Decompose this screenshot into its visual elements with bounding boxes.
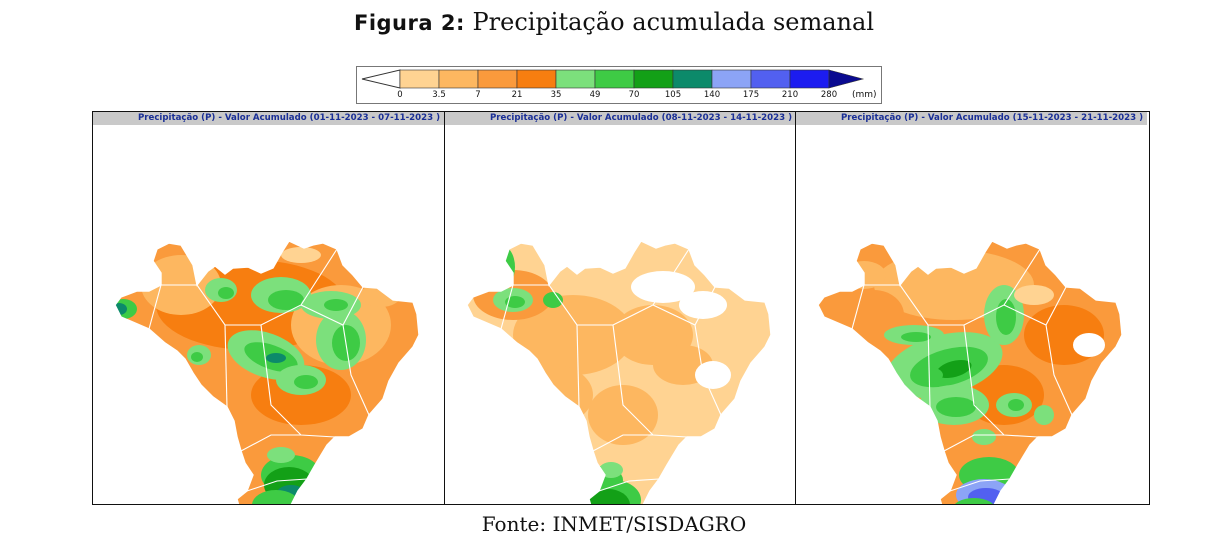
precipitation-patch bbox=[266, 353, 286, 363]
legend-tick-label: 21 bbox=[512, 90, 523, 100]
precipitation-patch bbox=[599, 462, 623, 478]
legend-tick-label: 105 bbox=[665, 90, 681, 100]
legend-swatch bbox=[438, 69, 479, 89]
legend-unit: (mm) bbox=[852, 90, 877, 100]
brazil-precipitation-map bbox=[114, 240, 420, 504]
map-panel-week-3: Precipitação (P) - Valor Acumulado (15-1… bbox=[795, 112, 1147, 504]
state-border bbox=[598, 478, 660, 492]
legend-tick-label: 0 bbox=[397, 90, 402, 100]
state-border bbox=[500, 284, 514, 330]
state-border bbox=[1045, 324, 1073, 416]
legend-swatch bbox=[672, 69, 713, 89]
state-border bbox=[576, 324, 580, 408]
legend-tick-label: 49 bbox=[590, 90, 601, 100]
state-border bbox=[224, 324, 228, 408]
country-outline bbox=[466, 240, 772, 504]
state-border bbox=[342, 324, 370, 416]
state-border bbox=[851, 284, 865, 330]
legend-upper-arrow bbox=[828, 69, 865, 89]
state-border bbox=[949, 478, 1011, 492]
precipitation-patch bbox=[215, 252, 231, 262]
legend-tick-label: 35 bbox=[551, 90, 562, 100]
state-border bbox=[240, 434, 301, 452]
precipitation-patch bbox=[324, 299, 348, 311]
map-panel-week-1: Precipitação (P) - Valor Acumulado (01-1… bbox=[93, 112, 444, 504]
precipitation-patch bbox=[505, 296, 525, 308]
precipitation-patch bbox=[543, 292, 563, 308]
precipitation-patch bbox=[901, 332, 931, 342]
state-border bbox=[694, 324, 722, 416]
legend-tick-label: 175 bbox=[743, 90, 759, 100]
state-border bbox=[612, 324, 688, 438]
precipitation-patch bbox=[252, 490, 300, 504]
state-border bbox=[246, 478, 308, 492]
precipitation-patch bbox=[267, 447, 295, 463]
figure-title: Figura 2: Precipitação acumulada semanal bbox=[0, 8, 1228, 36]
state-border bbox=[513, 248, 690, 326]
precipitation-patch bbox=[695, 361, 731, 389]
legend-swatch bbox=[555, 69, 596, 89]
precipitation-patch bbox=[513, 295, 633, 375]
precipitation-patch bbox=[218, 287, 234, 299]
precipitation-patch bbox=[996, 299, 1016, 335]
precipitation-patch bbox=[1073, 333, 1105, 357]
precipitation-patch bbox=[1034, 405, 1054, 425]
precipitation-patch bbox=[588, 385, 658, 445]
state-border bbox=[943, 434, 1004, 452]
precipitation-patch bbox=[268, 290, 304, 310]
precipitation-patch bbox=[936, 359, 972, 379]
precipitation-patch bbox=[191, 352, 203, 362]
state-border bbox=[260, 324, 336, 438]
state-border bbox=[592, 434, 653, 452]
legend-swatch bbox=[594, 69, 635, 89]
country-outline bbox=[817, 240, 1123, 504]
legend-tick-label: 3.5 bbox=[432, 90, 446, 100]
legend-swatch bbox=[399, 69, 440, 89]
precipitation-patch bbox=[193, 241, 229, 253]
legend-swatch bbox=[516, 69, 557, 89]
precipitation-color-legend: 0 3.5 7 21 35 49 70 105 140 175 210 280 (mm) bbox=[356, 66, 882, 104]
precipitation-patch bbox=[586, 489, 630, 504]
precipitation-patch bbox=[679, 291, 727, 319]
panel-title: Precipitação (P) - Valor Acumulado (01-1… bbox=[93, 112, 444, 125]
figure-label: Figura 2: bbox=[353, 11, 465, 35]
state-border bbox=[864, 248, 1041, 326]
state-border bbox=[927, 324, 931, 408]
precipitation-patch bbox=[294, 375, 318, 389]
panel-title: Precipitação (P) - Valor Acumulado (08-1… bbox=[445, 112, 796, 125]
legend-swatch bbox=[750, 69, 791, 89]
legend-swatch bbox=[477, 69, 518, 89]
precipitation-patch bbox=[631, 271, 695, 303]
legend-swatch bbox=[711, 69, 752, 89]
map-panel-week-2: Precipitação (P) - Valor Acumulado (08-1… bbox=[444, 112, 796, 504]
state-border bbox=[963, 324, 1039, 438]
state-border bbox=[161, 248, 338, 326]
brazil-precipitation-map bbox=[466, 240, 772, 504]
precipitation-patch bbox=[487, 245, 515, 289]
figure-title-text: Precipitação acumulada semanal bbox=[472, 8, 875, 36]
precipitation-patch bbox=[281, 247, 321, 263]
precipitation-patch bbox=[1008, 399, 1024, 411]
legend-tick-label: 210 bbox=[782, 90, 798, 100]
legend-tick-label: 140 bbox=[704, 90, 720, 100]
precipitation-patch bbox=[513, 365, 593, 425]
country-outline bbox=[114, 240, 420, 504]
legend-tick-label: 7 bbox=[475, 90, 480, 100]
precipitation-patch bbox=[936, 397, 976, 417]
precipitation-patch bbox=[491, 258, 505, 282]
precipitation-patch bbox=[115, 303, 127, 315]
legend-tick-label: 70 bbox=[629, 90, 640, 100]
state-border bbox=[148, 284, 162, 330]
figure-source: Fonte: INMET/SISDAGRO bbox=[481, 512, 747, 536]
precipitation-patch bbox=[1014, 285, 1054, 305]
legend-tick-label: 280 bbox=[821, 90, 837, 100]
precipitation-patch bbox=[972, 429, 996, 445]
panel-title: Precipitação (P) - Valor Acumulado (15-1… bbox=[796, 112, 1147, 125]
brazil-precipitation-map bbox=[817, 240, 1123, 504]
map-panels: Precipitação (P) - Valor Acumulado (01-1… bbox=[92, 111, 1150, 505]
legend-swatch bbox=[789, 69, 830, 89]
legend-swatch bbox=[633, 69, 674, 89]
precipitation-patch bbox=[205, 245, 237, 265]
